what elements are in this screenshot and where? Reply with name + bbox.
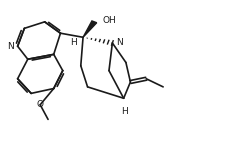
Text: H: H xyxy=(121,107,128,116)
Text: N: N xyxy=(116,38,123,47)
Text: N: N xyxy=(7,42,14,51)
Text: OH: OH xyxy=(102,16,116,25)
Text: H: H xyxy=(70,38,77,47)
Polygon shape xyxy=(83,21,97,37)
Text: O: O xyxy=(37,100,44,109)
